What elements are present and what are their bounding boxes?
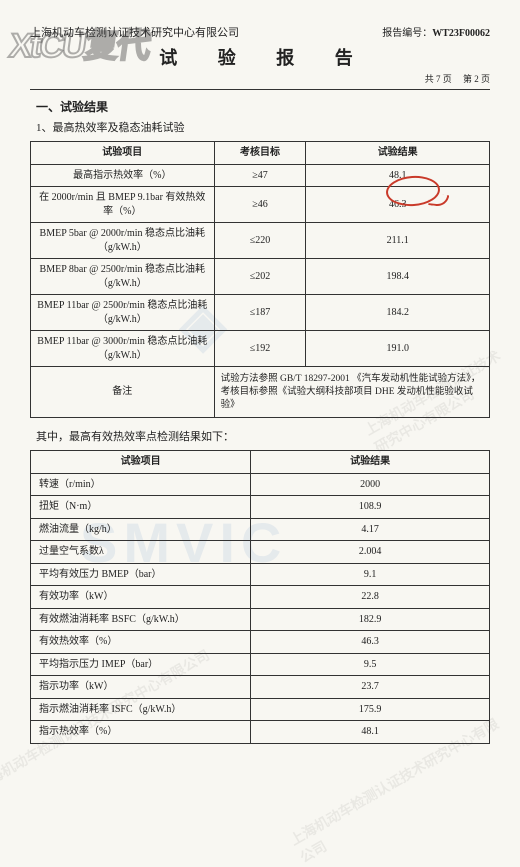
cell-item: 最高指示热效率（%） — [31, 164, 215, 187]
note-text: 试验方法参照 GB/T 18297-2001 《汽车发动机性能试验方法》，考核目… — [214, 367, 489, 418]
cell-result: 22.8 — [251, 586, 490, 609]
table-row: 有效热效率（%）46.3 — [31, 631, 490, 654]
col-target: 考核目标 — [214, 142, 306, 165]
table-row: BMEP 11bar @ 2500r/min 稳态点比油耗（g/kW.h）≤18… — [31, 295, 490, 331]
results-table-2: 试验项目 试验结果 转速（r/min）2000扭矩（N·m）108.9燃油流量（… — [30, 450, 490, 744]
cell-item: 燃油流量（kg/h） — [31, 518, 251, 541]
note-label: 备注 — [31, 367, 215, 418]
cell-item: 指示热效率（%） — [31, 721, 251, 744]
cell-item: 扭矩（N·m） — [31, 496, 251, 519]
section-heading: 一、试验结果 — [36, 98, 490, 115]
cell-result: 9.1 — [251, 563, 490, 586]
cell-item: 在 2000r/min 且 BMEP 9.1bar 有效热效率（%） — [31, 187, 215, 223]
table-row: 平均有效压力 BMEP（bar）9.1 — [31, 563, 490, 586]
header-rule — [30, 89, 490, 90]
col-item: 试验项目 — [31, 451, 251, 474]
table-row: 指示功率（kW）23.7 — [31, 676, 490, 699]
cell-target: ≤192 — [214, 331, 306, 367]
table-row: 指示热效率（%）48.1 — [31, 721, 490, 744]
section-subheading: 1、最高热效率及稳态油耗试验 — [36, 119, 490, 135]
cell-result: 9.5 — [251, 653, 490, 676]
table-row: 在 2000r/min 且 BMEP 9.1bar 有效热效率（%）≥4646.… — [31, 187, 490, 223]
cell-result: 46.3 — [306, 187, 490, 223]
table-row: 有效功率（kW）22.8 — [31, 586, 490, 609]
table-row: 燃油流量（kg/h）4.17 — [31, 518, 490, 541]
cell-target: ≥46 — [214, 187, 306, 223]
cell-result: 48.1 — [306, 164, 490, 187]
cell-item: BMEP 11bar @ 3000r/min 稳态点比油耗（g/kW.h） — [31, 331, 215, 367]
results-table-1: 试验项目 考核目标 试验结果 最高指示热效率（%）≥4748.1在 2000r/… — [30, 141, 490, 418]
cell-item: 过量空气系数λ — [31, 541, 251, 564]
table-header-row: 试验项目 试验结果 — [31, 451, 490, 474]
table-row: 过量空气系数λ2.004 — [31, 541, 490, 564]
cell-target: ≥47 — [214, 164, 306, 187]
table-row: 转速（r/min）2000 — [31, 473, 490, 496]
cell-result: 211.1 — [306, 223, 490, 259]
cell-item: BMEP 11bar @ 2500r/min 稳态点比油耗（g/kW.h） — [31, 295, 215, 331]
cell-result: 198.4 — [306, 259, 490, 295]
report-no-value: WT23F00062 — [432, 28, 490, 39]
col-item: 试验项目 — [31, 142, 215, 165]
table-row: 平均指示压力 IMEP（bar）9.5 — [31, 653, 490, 676]
col-result: 试验结果 — [306, 142, 490, 165]
cell-target: ≤187 — [214, 295, 306, 331]
page-indicator: 共 7 页 第 2 页 — [30, 72, 490, 85]
cell-item: 有效热效率（%） — [31, 631, 251, 654]
table-row: BMEP 5bar @ 2000r/min 稳态点比油耗（g/kW.h）≤220… — [31, 223, 490, 259]
cell-target: ≤220 — [214, 223, 306, 259]
table-row: 指示燃油消耗率 ISFC（g/kW.h）175.9 — [31, 698, 490, 721]
report-no-label: 报告编号： — [382, 28, 432, 39]
corner-watermark-logo: XtCU复代 — [7, 18, 153, 67]
table-row: BMEP 8bar @ 2500r/min 稳态点比油耗（g/kW.h）≤202… — [31, 259, 490, 295]
cell-item: 有效燃油消耗率 BSFC（g/kW.h） — [31, 608, 251, 631]
cell-target: ≤202 — [214, 259, 306, 295]
cell-result: 108.9 — [251, 496, 490, 519]
cell-result: 175.9 — [251, 698, 490, 721]
mid-paragraph: 其中，最高有效热效率点检测结果如下： — [36, 428, 490, 444]
col-result: 试验结果 — [251, 451, 490, 474]
cell-item: 平均有效压力 BMEP（bar） — [31, 563, 251, 586]
cell-item: BMEP 8bar @ 2500r/min 稳态点比油耗（g/kW.h） — [31, 259, 215, 295]
cell-item: BMEP 5bar @ 2000r/min 稳态点比油耗（g/kW.h） — [31, 223, 215, 259]
cell-result: 2.004 — [251, 541, 490, 564]
cell-item: 转速（r/min） — [31, 473, 251, 496]
report-number: 报告编号：WT23F00062 — [382, 24, 490, 39]
table-header-row: 试验项目 考核目标 试验结果 — [31, 142, 490, 165]
watermark-logo-text: XtCU复代 — [7, 27, 151, 65]
note-row: 备注 试验方法参照 GB/T 18297-2001 《汽车发动机性能试验方法》，… — [31, 367, 490, 418]
table-row: 扭矩（N·m）108.9 — [31, 496, 490, 519]
cell-item: 指示燃油消耗率 ISFC（g/kW.h） — [31, 698, 251, 721]
cell-result: 191.0 — [306, 331, 490, 367]
page: XtCU复代 ◈ SMVIC 上海机动车检测认证技术研究中心有限公司 上海机动车… — [0, 0, 520, 764]
cell-result: 48.1 — [251, 721, 490, 744]
cell-result: 2000 — [251, 473, 490, 496]
cell-result: 182.9 — [251, 608, 490, 631]
table-row: 有效燃油消耗率 BSFC（g/kW.h）182.9 — [31, 608, 490, 631]
cell-result: 184.2 — [306, 295, 490, 331]
cell-item: 有效功率（kW） — [31, 586, 251, 609]
table-row: BMEP 11bar @ 3000r/min 稳态点比油耗（g/kW.h）≤19… — [31, 331, 490, 367]
cell-result: 4.17 — [251, 518, 490, 541]
table-row: 最高指示热效率（%）≥4748.1 — [31, 164, 490, 187]
cell-item: 指示功率（kW） — [31, 676, 251, 699]
cell-item: 平均指示压力 IMEP（bar） — [31, 653, 251, 676]
cell-result: 23.7 — [251, 676, 490, 699]
cell-result: 46.3 — [251, 631, 490, 654]
